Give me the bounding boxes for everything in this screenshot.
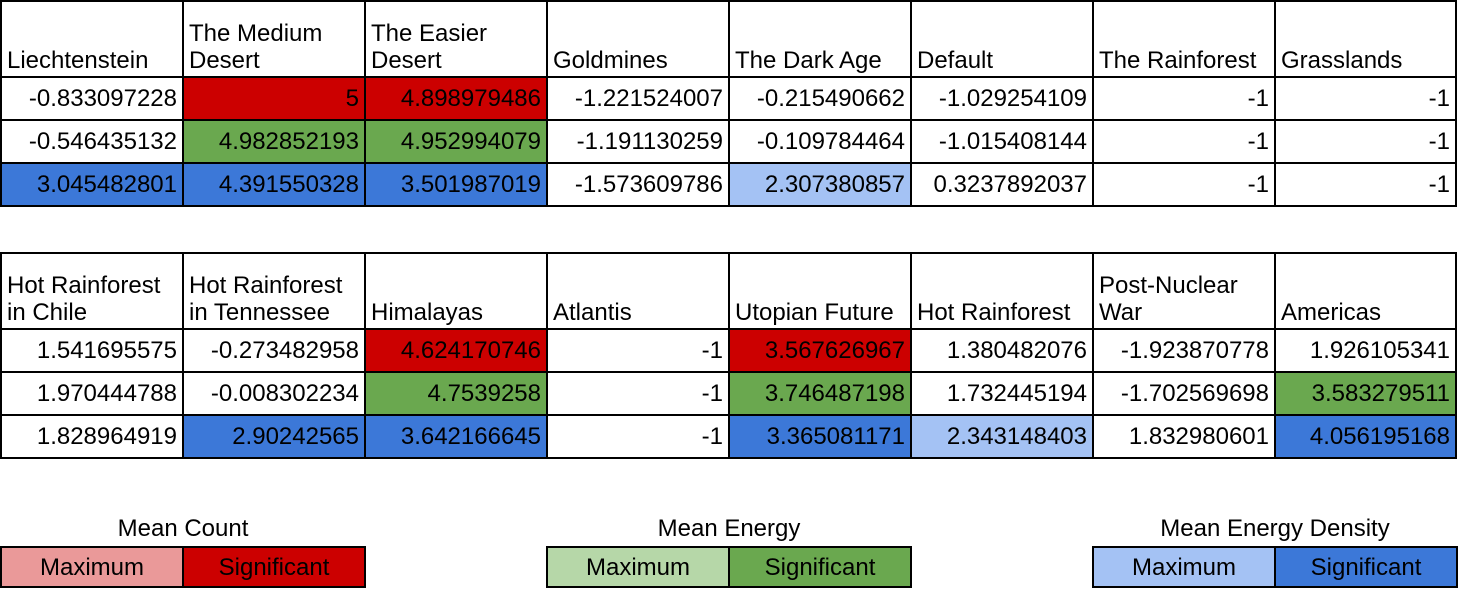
table-cell: -0.215490662 bbox=[728, 76, 912, 121]
table-cell: -1.015408144 bbox=[910, 119, 1094, 164]
column-header: Hot Rainforest bbox=[910, 252, 1094, 330]
header-row: Hot Rainforest in Chile Hot Rainforest i… bbox=[0, 252, 1457, 330]
table-cell: -0.109784464 bbox=[728, 119, 912, 164]
table-cell: -1.702569698 bbox=[1092, 371, 1276, 416]
table-cell: 3.365081171 bbox=[728, 414, 912, 459]
table-cell: -1 bbox=[1274, 76, 1457, 121]
column-header: The Rainforest bbox=[1092, 0, 1276, 78]
results-table-2: Hot Rainforest in Chile Hot Rainforest i… bbox=[0, 252, 1457, 459]
legend-title: Mean Energy bbox=[657, 515, 801, 542]
legend-swatches: Maximum Significant bbox=[1092, 546, 1458, 588]
table-row: 1.828964919 2.90242565 3.642166645 -1 3.… bbox=[0, 414, 1457, 459]
table-cell: -1.221524007 bbox=[546, 76, 730, 121]
table-cell: 1.832980601 bbox=[1092, 414, 1276, 459]
table-cell: 1.828964919 bbox=[0, 414, 184, 459]
table-cell: -1 bbox=[1274, 162, 1457, 207]
column-header: Hot Rainforest in Chile bbox=[0, 252, 184, 330]
table-cell: 2.307380857 bbox=[728, 162, 912, 207]
table-cell: 4.952994079 bbox=[364, 119, 548, 164]
table-row: 1.970444788 -0.008302234 4.7539258 -1 3.… bbox=[0, 371, 1457, 416]
legend-mean-energy: Mean Energy Maximum Significant bbox=[546, 512, 912, 588]
table-cell: -0.833097228 bbox=[0, 76, 184, 121]
legend-maximum-swatch: Maximum bbox=[548, 548, 728, 586]
legend-mean-count: Mean Count Maximum Significant bbox=[0, 512, 366, 588]
table-cell: 1.926105341 bbox=[1274, 328, 1457, 373]
table-cell: 4.056195168 bbox=[1274, 414, 1457, 459]
column-header: Post-Nuclear War bbox=[1092, 252, 1276, 330]
header-row: Liechtenstein The Medium Desert The Easi… bbox=[0, 0, 1457, 78]
table-cell: -0.008302234 bbox=[182, 371, 366, 416]
column-header: The Easier Desert bbox=[364, 0, 548, 78]
table-cell: -1 bbox=[1092, 162, 1276, 207]
table-cell: -1 bbox=[546, 414, 730, 459]
legend-swatches: Maximum Significant bbox=[0, 546, 366, 588]
table-row: -0.833097228 5 4.898979486 -1.221524007 … bbox=[0, 76, 1457, 121]
column-header: The Dark Age bbox=[728, 0, 912, 78]
table-cell: 3.567626967 bbox=[728, 328, 912, 373]
legend-significant-swatch: Significant bbox=[1274, 548, 1456, 586]
table-cell: -1.923870778 bbox=[1092, 328, 1276, 373]
legend-maximum-swatch: Maximum bbox=[1094, 548, 1274, 586]
table-cell: 2.90242565 bbox=[182, 414, 366, 459]
legend-maximum-swatch: Maximum bbox=[2, 548, 182, 586]
table-cell: 0.3237892037 bbox=[910, 162, 1094, 207]
table-cell: -0.273482958 bbox=[182, 328, 366, 373]
table-cell: -1 bbox=[546, 371, 730, 416]
column-header: Hot Rainforest in Tennessee bbox=[182, 252, 366, 330]
legend-significant-swatch: Significant bbox=[182, 548, 364, 586]
table-cell: 3.045482801 bbox=[0, 162, 184, 207]
table-cell: 4.391550328 bbox=[182, 162, 366, 207]
results-table-1: Liechtenstein The Medium Desert The Easi… bbox=[0, 0, 1457, 207]
table-cell: 4.982852193 bbox=[182, 119, 366, 164]
column-header: Atlantis bbox=[546, 252, 730, 330]
table-cell: -1.191130259 bbox=[546, 119, 730, 164]
column-header: Goldmines bbox=[546, 0, 730, 78]
table-cell: 1.541695575 bbox=[0, 328, 184, 373]
table-cell: 5 bbox=[182, 76, 366, 121]
table-cell: -1 bbox=[1092, 76, 1276, 121]
table-cell: -1.573609786 bbox=[546, 162, 730, 207]
table-cell: 2.343148403 bbox=[910, 414, 1094, 459]
table-cell: 4.898979486 bbox=[364, 76, 548, 121]
table-cell: -1 bbox=[1274, 119, 1457, 164]
column-header: Himalayas bbox=[364, 252, 548, 330]
column-header: Liechtenstein bbox=[0, 0, 184, 78]
table-cell: 1.380482076 bbox=[910, 328, 1094, 373]
legend-mean-energy-density: Mean Energy Density Maximum Significant bbox=[1092, 512, 1458, 588]
column-header: The Medium Desert bbox=[182, 0, 366, 78]
legend-significant-swatch: Significant bbox=[728, 548, 910, 586]
column-header: Default bbox=[910, 0, 1094, 78]
table-row: 3.045482801 4.391550328 3.501987019 -1.5… bbox=[0, 162, 1457, 207]
table-row: 1.541695575 -0.273482958 4.624170746 -1 … bbox=[0, 328, 1457, 373]
column-header: Utopian Future bbox=[728, 252, 912, 330]
table-cell: 4.624170746 bbox=[364, 328, 548, 373]
legend-swatches: Maximum Significant bbox=[546, 546, 912, 588]
table-cell: 3.746487198 bbox=[728, 371, 912, 416]
table-row: -0.546435132 4.982852193 4.952994079 -1.… bbox=[0, 119, 1457, 164]
legend-title: Mean Count bbox=[117, 515, 249, 542]
column-header: Grasslands bbox=[1274, 0, 1457, 78]
legend-title: Mean Energy Density bbox=[1160, 515, 1390, 542]
table-cell: 3.501987019 bbox=[364, 162, 548, 207]
table-cell: 3.583279511 bbox=[1274, 371, 1457, 416]
table-cell: 4.7539258 bbox=[364, 371, 548, 416]
table-cell: -1 bbox=[546, 328, 730, 373]
column-header: Americas bbox=[1274, 252, 1457, 330]
table-cell: -0.546435132 bbox=[0, 119, 184, 164]
table-cell: -1 bbox=[1092, 119, 1276, 164]
table-cell: 3.642166645 bbox=[364, 414, 548, 459]
table-cell: -1.029254109 bbox=[910, 76, 1094, 121]
table-cell: 1.970444788 bbox=[0, 371, 184, 416]
table-cell: 1.732445194 bbox=[910, 371, 1094, 416]
